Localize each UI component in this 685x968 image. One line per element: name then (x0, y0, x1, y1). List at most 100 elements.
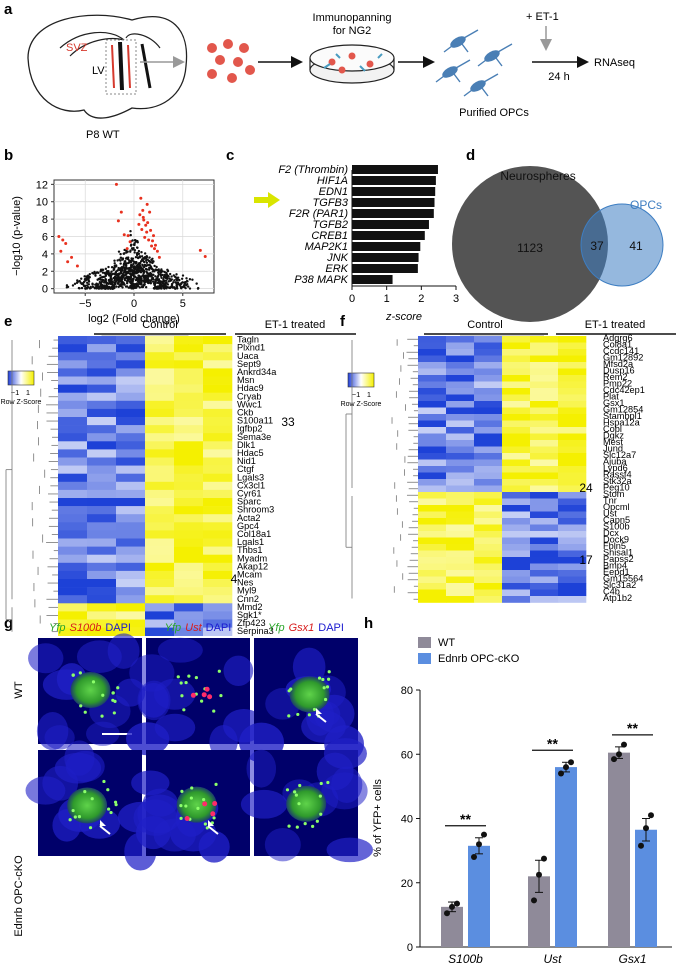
heatmap-e-cell (174, 522, 204, 531)
volcano-point (143, 276, 147, 280)
heatmap-f-cell (418, 355, 447, 363)
heatmap-f-cell (502, 583, 531, 590)
volcano-point (166, 283, 170, 286)
heatmap-e-gene-label: Gpc4 (237, 521, 259, 531)
heatmap-f-cell (530, 414, 559, 421)
volcano-point (172, 281, 175, 284)
micrograph-panel: Yfp S100b DAPI Yfp Ust DAPI Yfp Gsx1 DAPI WT Edn… (13, 622, 373, 937)
volcano-point (133, 266, 137, 270)
heatmap-e-cell (203, 611, 233, 620)
heatmap-e-cell (87, 392, 117, 402)
heatmap-f-cell (502, 505, 531, 512)
heatmap-f-cell (446, 401, 475, 408)
heatmap-e-cell (87, 506, 117, 515)
volcano-point (107, 282, 110, 286)
heatmap-e-cell (145, 336, 175, 345)
heatmap-f-cell (418, 537, 447, 545)
heatmap-e-gene-label: Mcam (237, 570, 262, 580)
volcano-point (147, 268, 151, 271)
heatmap-f-cell (502, 498, 531, 506)
venn-opcs-circle (580, 203, 664, 287)
heatmap-e-cell (203, 465, 233, 474)
brain-section-outline (27, 14, 188, 119)
volcano-point (119, 262, 122, 265)
volcano-point (121, 283, 124, 286)
heatmap-e-cell (174, 457, 204, 466)
heatmap-e-cell (58, 408, 88, 418)
volcano-ylabel: −log10 (p-value) (11, 196, 23, 276)
heatmap-e-cell (87, 441, 117, 450)
heatmap-f-cell (474, 388, 503, 395)
heatmap-f-cell (418, 524, 447, 532)
heatmap-e-cell (174, 392, 204, 402)
heatmap-e-cell (174, 489, 204, 499)
heatmap-f-cell (530, 362, 559, 369)
heatmap-f-cell (502, 596, 531, 603)
heatmap-e-key-high: 1 (26, 388, 30, 397)
volcano-point (149, 282, 153, 285)
heatmap-f-cell (418, 446, 447, 454)
zscore-bar (352, 176, 436, 185)
heatmap-f-gene-label: Mest (603, 437, 623, 447)
heatmap-e-cell (87, 530, 117, 539)
heatmap-f-cell (502, 544, 531, 551)
heatmap-e-cell (174, 538, 204, 547)
volcano-sig-point (139, 196, 143, 200)
heatmap-e-cell (116, 465, 146, 474)
panel-label-b: b (4, 147, 13, 164)
heatmap-e-gene-label: Myadm (237, 553, 267, 563)
heatmap-e-cell (87, 449, 117, 458)
heatmap-f-cell (502, 453, 531, 460)
significance-label: ** (460, 811, 471, 827)
heatmap-f-cell (530, 401, 559, 408)
volcano-point (174, 281, 177, 284)
yfp-data-point (568, 759, 574, 766)
heatmap-f-cell (446, 420, 475, 428)
heatmap-f-cell (558, 576, 587, 584)
yfp-category-label: Gsx1 (618, 952, 646, 966)
heatmap-f-cell (530, 524, 559, 532)
yfp-data-point (444, 910, 450, 917)
volcano-point (168, 272, 172, 276)
heatmap-e-cell (58, 538, 88, 547)
volcano-point (100, 280, 104, 283)
heatmap-f-cell (558, 583, 587, 590)
volcano-point (137, 276, 141, 279)
volcano-sig-point (59, 249, 63, 253)
zscore-xtick: 2 (418, 293, 424, 305)
volcano-point (131, 282, 135, 285)
heatmap-e: Control ET-1 treated −1 1 Row Z-Score Ta… (1, 319, 356, 636)
heatmap-e-cell (145, 368, 175, 377)
heatmap-f-cell (558, 381, 587, 389)
volcano-point (158, 280, 162, 284)
heatmap-f-cell (474, 381, 503, 389)
heatmap-e-cell (203, 425, 233, 434)
heatmap-f-cell (558, 518, 587, 525)
heatmap-f-cell (474, 401, 503, 408)
volcano-point (173, 279, 176, 282)
heatmap-e-cell (58, 425, 88, 434)
heatmap-f-cell (502, 420, 531, 428)
heatmap-f-cell (502, 459, 531, 467)
volcano-point (130, 265, 133, 269)
heatmap-f-cell (446, 596, 475, 603)
heatmap-f-cell (502, 518, 531, 525)
volcano-point (109, 275, 113, 279)
heatmap-f-cell (502, 440, 531, 447)
heatmap-f-cell (418, 453, 447, 460)
heatmap-f-cell (446, 336, 475, 343)
heatmap-e-cell (58, 587, 88, 596)
volcano-point (126, 279, 130, 282)
heatmap-f-cell (446, 459, 475, 467)
volcano-ytick: 2 (42, 266, 48, 278)
heatmap-e-gene-label: Cnn2 (237, 594, 259, 604)
heatmap-e-gene-label: Tagln (237, 335, 259, 345)
volcano-point (141, 264, 144, 267)
heatmap-f-gene-label: Papss2 (603, 554, 634, 564)
volcano-point (163, 280, 166, 283)
volcano-sig-point (126, 234, 130, 238)
heatmap-f-cell (558, 479, 587, 486)
zscore-bar (352, 198, 435, 207)
volcano-point (147, 281, 150, 285)
heatmap-f-cell (502, 531, 531, 538)
